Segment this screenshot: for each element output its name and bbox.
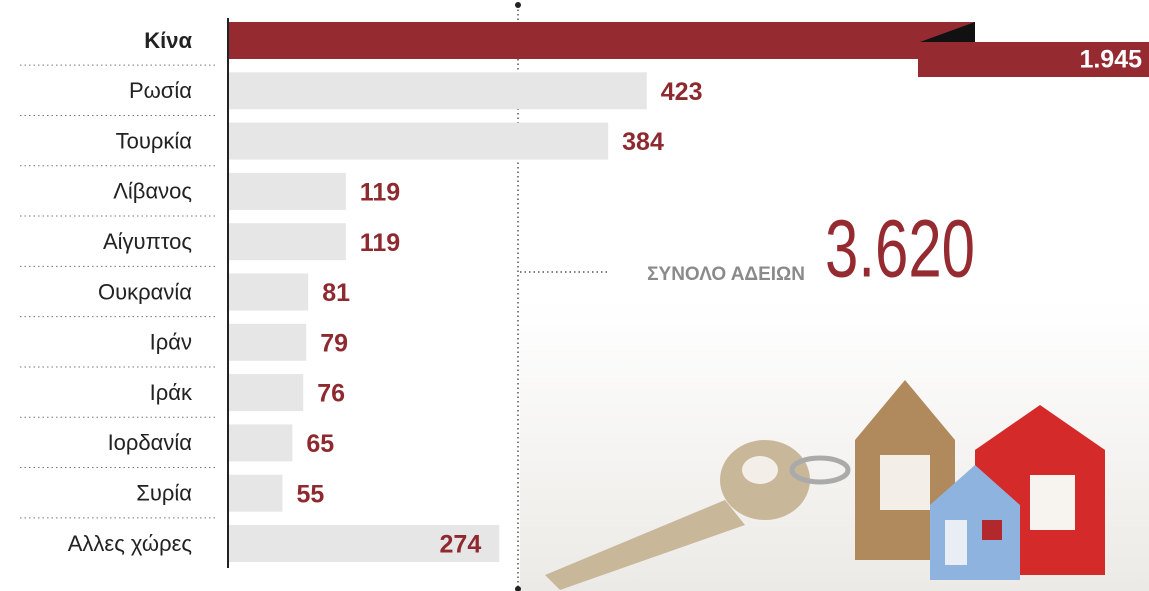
bar (228, 172, 346, 210)
total-value: 3.620 (825, 204, 975, 295)
value-label: 423 (661, 78, 703, 106)
category-label: Κίνα (144, 28, 192, 53)
bar (228, 474, 283, 512)
value-label: 81 (322, 279, 350, 307)
category-label: Ιορδανία (108, 430, 193, 455)
reference-dot (515, 586, 521, 591)
value-label: 119 (360, 229, 400, 257)
category-label: Λίβανος (113, 179, 192, 204)
bar (228, 323, 307, 361)
category-label: Τουρκία (116, 128, 193, 153)
value-label: 76 (317, 380, 345, 408)
category-label: Ιράν (150, 330, 192, 355)
category-label: Ουκρανία (98, 279, 192, 304)
value-label: 119 (360, 179, 400, 207)
category-label: Αίγυπτος (103, 229, 192, 254)
bar (228, 72, 647, 110)
break-wedge (920, 22, 975, 42)
bar (228, 273, 309, 311)
category-label: Ιράκ (150, 380, 193, 405)
value-label: 1.945 (1079, 46, 1142, 74)
value-label: 55 (296, 480, 324, 508)
value-box (918, 42, 1149, 77)
reference-dot (515, 2, 521, 8)
value-label: 274 (440, 531, 482, 559)
bar (228, 122, 609, 160)
bar (228, 22, 975, 59)
keys-illustration (545, 380, 1105, 590)
total-title: ΣΥΝΟΛΟ ΑΔΕΙΩΝ (647, 264, 805, 285)
category-label: Ρωσία (129, 78, 192, 103)
bar (228, 525, 500, 562)
value-label: 384 (622, 128, 664, 156)
value-label: 79 (320, 329, 348, 357)
value-label: 65 (306, 430, 334, 458)
category-label: Συρία (136, 481, 192, 506)
bar (228, 223, 346, 261)
category-label: Αλλες χώρες (68, 531, 192, 556)
bar (228, 424, 293, 462)
bar (228, 374, 304, 412)
